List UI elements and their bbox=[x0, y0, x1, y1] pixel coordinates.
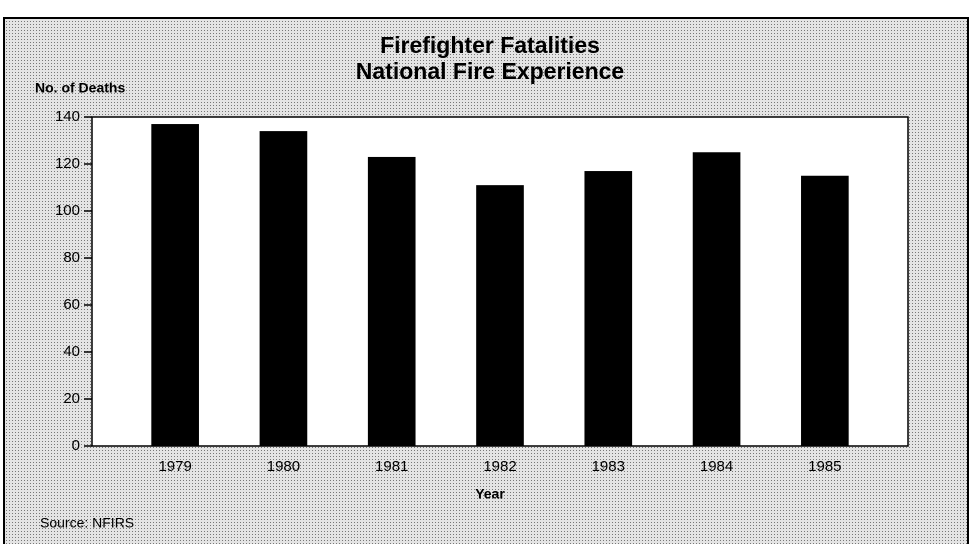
bar bbox=[367, 156, 416, 446]
x-tick-label: 1985 bbox=[808, 458, 841, 475]
x-tick-label: 1983 bbox=[592, 458, 625, 475]
bar bbox=[692, 152, 741, 446]
bar bbox=[801, 175, 849, 446]
y-tick-label: 140 bbox=[55, 108, 80, 125]
bar bbox=[151, 124, 199, 447]
y-tick-label: 40 bbox=[63, 343, 80, 360]
x-tick-label: 1981 bbox=[375, 458, 408, 475]
y-tick-label: 20 bbox=[63, 390, 80, 407]
y-tick-label: 100 bbox=[55, 202, 80, 219]
y-tick-label: 80 bbox=[63, 249, 80, 266]
bar bbox=[476, 185, 524, 446]
x-tick-label: 1979 bbox=[158, 458, 191, 475]
bar bbox=[259, 131, 308, 446]
x-axis-label: Year bbox=[475, 486, 505, 502]
y-tick-label: 0 bbox=[72, 437, 80, 454]
chart-subtitle: National Fire Experience bbox=[356, 58, 624, 84]
x-tick-label: 1984 bbox=[700, 458, 733, 475]
x-tick-label: 1980 bbox=[267, 458, 300, 475]
y-tick-label: 120 bbox=[55, 155, 80, 172]
y-tick-label: 60 bbox=[63, 296, 80, 313]
y-axis-label: No. of Deaths bbox=[35, 80, 125, 96]
x-tick-label: 1982 bbox=[483, 458, 516, 475]
source-note: Source: NFIRS bbox=[40, 515, 134, 531]
chart-title: Firefighter Fatalities bbox=[380, 32, 600, 58]
bar bbox=[584, 171, 633, 447]
